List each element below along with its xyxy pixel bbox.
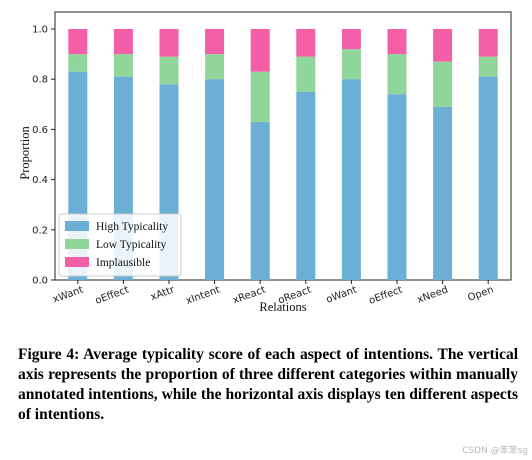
x-tick-label: Open xyxy=(466,284,495,303)
x-tick-label: oEffect xyxy=(367,284,404,306)
figure-caption: Figure 4: Average typicality score of ea… xyxy=(18,346,518,423)
bar-segment-low-typicality xyxy=(205,54,225,80)
y-tick-label: 0.4 xyxy=(32,175,48,186)
bar-segment-low-typicality xyxy=(68,54,88,72)
plot-frame xyxy=(54,11,512,281)
x-axis-label: Relations xyxy=(259,300,306,314)
bar-segment-low-typicality xyxy=(250,71,270,122)
bar-segment-implausible xyxy=(113,29,133,55)
legend-swatch xyxy=(65,239,89,249)
bar-segment-high-typicality xyxy=(341,79,361,280)
bar-segment-high-typicality xyxy=(296,91,316,280)
bar-segment-implausible xyxy=(296,29,316,57)
y-tick-labels: 0.0 0.2 0.4 0.6 0.8 1.0 xyxy=(32,25,55,287)
bar-segment-implausible xyxy=(387,29,407,55)
bar-segment-low-typicality xyxy=(478,56,498,77)
legend-label: Low Typicality xyxy=(96,239,166,251)
legend-box xyxy=(58,213,182,277)
bar-segment-implausible xyxy=(478,29,498,57)
y-tick-label: 0.8 xyxy=(32,75,48,86)
bar-segment-high-typicality xyxy=(205,79,225,280)
bar-segment-implausible xyxy=(159,29,179,57)
bar-segment-low-typicality xyxy=(433,61,453,107)
bar-segment-implausible xyxy=(341,29,361,50)
x-tick-label: xNeed xyxy=(416,284,450,305)
legend-swatch xyxy=(65,221,89,231)
y-tick-label: 0.6 xyxy=(32,125,48,136)
legend-label: High Typicality xyxy=(96,221,168,233)
bar-segment-high-typicality xyxy=(478,76,498,280)
y-axis-label: Proportion xyxy=(18,126,32,180)
bar-segment-low-typicality xyxy=(387,54,407,95)
bar-segment-implausible xyxy=(205,29,225,55)
bar-segment-high-typicality xyxy=(250,121,270,281)
bar-segment-low-typicality xyxy=(296,56,316,92)
legend-swatch xyxy=(65,257,89,267)
chart-legend: High Typicality Low Typicality Implausible xyxy=(58,213,182,277)
bar-segment-high-typicality xyxy=(433,106,453,280)
y-tick-label: 1.0 xyxy=(32,25,48,36)
x-tick-label: oEffect xyxy=(94,284,131,306)
bar-segment-implausible xyxy=(433,29,453,62)
stacked-bar-chart: xWant oEffect xAttr xIntent xReact oReact oWan… xyxy=(18,11,512,314)
y-tick-label: 0.2 xyxy=(32,225,48,236)
bar-segment-implausible xyxy=(250,29,270,72)
bar-segment-low-typicality xyxy=(159,56,179,85)
x-tick-label: oWant xyxy=(325,284,359,305)
chart-axes xyxy=(54,11,512,281)
x-tick-label: xWant xyxy=(51,284,84,305)
bar-segment-high-typicality xyxy=(387,94,407,280)
x-tick-label: xAttr xyxy=(149,284,177,303)
y-tick-label: 0.0 xyxy=(32,276,48,287)
bar-segment-implausible xyxy=(68,29,88,55)
bar-segment-low-typicality xyxy=(113,54,133,77)
bar-segment-low-typicality xyxy=(341,49,361,80)
watermark: CSDN @笨笨sg xyxy=(462,446,528,456)
legend-label: Implausible xyxy=(96,257,150,269)
x-tick-label: xIntent xyxy=(184,284,221,307)
